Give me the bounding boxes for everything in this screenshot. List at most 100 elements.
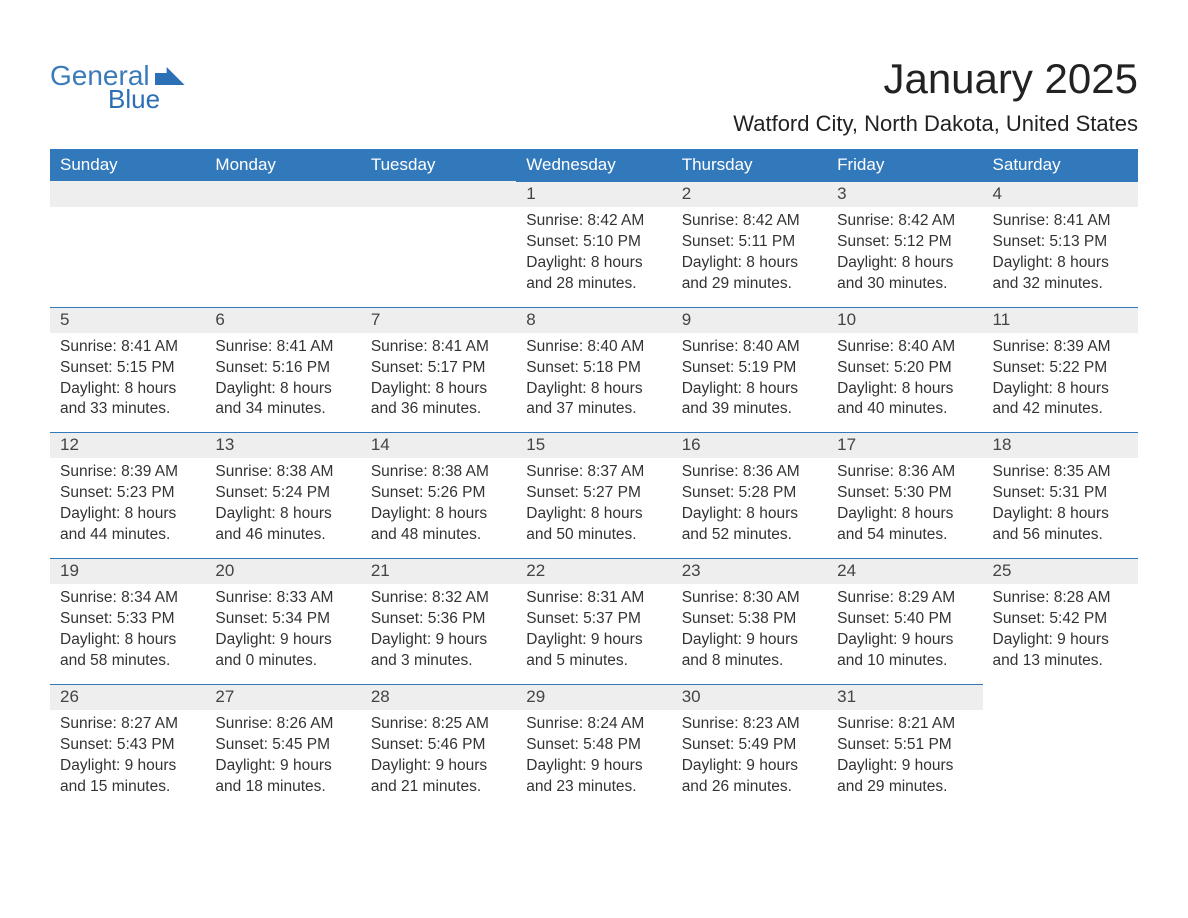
flag-icon bbox=[155, 65, 185, 85]
day-number: 6 bbox=[205, 307, 360, 333]
day-sunrise: Sunrise: 8:39 AM bbox=[60, 462, 195, 483]
day-details: Sunrise: 8:21 AMSunset: 5:51 PMDaylight:… bbox=[827, 710, 982, 798]
day-daylight1: Daylight: 8 hours bbox=[60, 630, 195, 651]
day-sunset: Sunset: 5:33 PM bbox=[60, 609, 195, 630]
day-daylight1: Daylight: 8 hours bbox=[526, 379, 661, 400]
day-daylight2: and 5 minutes. bbox=[526, 651, 661, 672]
day-daylight2: and 37 minutes. bbox=[526, 399, 661, 420]
week-row: 26Sunrise: 8:27 AMSunset: 5:43 PMDayligh… bbox=[50, 684, 1138, 810]
day-daylight2: and 3 minutes. bbox=[371, 651, 506, 672]
day-details: Sunrise: 8:33 AMSunset: 5:34 PMDaylight:… bbox=[205, 584, 360, 672]
day-sunrise: Sunrise: 8:41 AM bbox=[371, 337, 506, 358]
day-sunset: Sunset: 5:30 PM bbox=[837, 483, 972, 504]
location-subtitle: Watford City, North Dakota, United State… bbox=[733, 111, 1138, 137]
day-daylight2: and 46 minutes. bbox=[215, 525, 350, 546]
day-cell: 4Sunrise: 8:41 AMSunset: 5:13 PMDaylight… bbox=[983, 181, 1138, 307]
header-row: General Blue January 2025 Watford City, … bbox=[50, 30, 1138, 137]
day-cell: 31Sunrise: 8:21 AMSunset: 5:51 PMDayligh… bbox=[827, 684, 982, 810]
weekday-header: Wednesday bbox=[516, 149, 671, 181]
day-cell bbox=[50, 181, 205, 307]
day-details: Sunrise: 8:26 AMSunset: 5:45 PMDaylight:… bbox=[205, 710, 360, 798]
day-daylight2: and 54 minutes. bbox=[837, 525, 972, 546]
day-sunset: Sunset: 5:24 PM bbox=[215, 483, 350, 504]
day-sunset: Sunset: 5:49 PM bbox=[682, 735, 817, 756]
day-cell: 30Sunrise: 8:23 AMSunset: 5:49 PMDayligh… bbox=[672, 684, 827, 810]
day-daylight1: Daylight: 8 hours bbox=[682, 504, 817, 525]
day-number: 12 bbox=[50, 432, 205, 458]
day-daylight1: Daylight: 9 hours bbox=[837, 630, 972, 651]
day-details: Sunrise: 8:42 AMSunset: 5:12 PMDaylight:… bbox=[827, 207, 982, 295]
day-sunrise: Sunrise: 8:24 AM bbox=[526, 714, 661, 735]
day-cell: 24Sunrise: 8:29 AMSunset: 5:40 PMDayligh… bbox=[827, 558, 982, 684]
day-cell: 27Sunrise: 8:26 AMSunset: 5:45 PMDayligh… bbox=[205, 684, 360, 810]
day-daylight2: and 30 minutes. bbox=[837, 274, 972, 295]
day-sunrise: Sunrise: 8:23 AM bbox=[682, 714, 817, 735]
day-daylight1: Daylight: 9 hours bbox=[215, 756, 350, 777]
day-sunrise: Sunrise: 8:27 AM bbox=[60, 714, 195, 735]
day-details: Sunrise: 8:42 AMSunset: 5:11 PMDaylight:… bbox=[672, 207, 827, 295]
day-daylight2: and 58 minutes. bbox=[60, 651, 195, 672]
day-daylight2: and 40 minutes. bbox=[837, 399, 972, 420]
day-number: 2 bbox=[672, 181, 827, 207]
day-details: Sunrise: 8:40 AMSunset: 5:20 PMDaylight:… bbox=[827, 333, 982, 421]
day-sunset: Sunset: 5:37 PM bbox=[526, 609, 661, 630]
day-details: Sunrise: 8:31 AMSunset: 5:37 PMDaylight:… bbox=[516, 584, 671, 672]
day-daylight1: Daylight: 8 hours bbox=[682, 253, 817, 274]
day-sunset: Sunset: 5:10 PM bbox=[526, 232, 661, 253]
day-sunset: Sunset: 5:16 PM bbox=[215, 358, 350, 379]
day-daylight2: and 13 minutes. bbox=[993, 651, 1128, 672]
day-sunset: Sunset: 5:11 PM bbox=[682, 232, 817, 253]
day-sunset: Sunset: 5:26 PM bbox=[371, 483, 506, 504]
day-cell: 7Sunrise: 8:41 AMSunset: 5:17 PMDaylight… bbox=[361, 307, 516, 433]
day-cell: 6Sunrise: 8:41 AMSunset: 5:16 PMDaylight… bbox=[205, 307, 360, 433]
day-details: Sunrise: 8:34 AMSunset: 5:33 PMDaylight:… bbox=[50, 584, 205, 672]
day-number: 5 bbox=[50, 307, 205, 333]
brand-logo: General Blue bbox=[50, 60, 185, 115]
day-sunset: Sunset: 5:19 PM bbox=[682, 358, 817, 379]
day-cell: 1Sunrise: 8:42 AMSunset: 5:10 PMDaylight… bbox=[516, 181, 671, 307]
day-daylight1: Daylight: 8 hours bbox=[837, 504, 972, 525]
day-sunrise: Sunrise: 8:41 AM bbox=[60, 337, 195, 358]
weekday-header-row: SundayMondayTuesdayWednesdayThursdayFrid… bbox=[50, 149, 1138, 181]
day-details: Sunrise: 8:24 AMSunset: 5:48 PMDaylight:… bbox=[516, 710, 671, 798]
day-number: 21 bbox=[361, 558, 516, 584]
day-daylight1: Daylight: 8 hours bbox=[371, 379, 506, 400]
day-sunset: Sunset: 5:23 PM bbox=[60, 483, 195, 504]
day-number: 27 bbox=[205, 684, 360, 710]
day-daylight1: Daylight: 9 hours bbox=[371, 630, 506, 651]
day-number: 23 bbox=[672, 558, 827, 584]
day-cell: 17Sunrise: 8:36 AMSunset: 5:30 PMDayligh… bbox=[827, 432, 982, 558]
day-daylight2: and 42 minutes. bbox=[993, 399, 1128, 420]
day-number: 3 bbox=[827, 181, 982, 207]
day-cell: 23Sunrise: 8:30 AMSunset: 5:38 PMDayligh… bbox=[672, 558, 827, 684]
day-sunset: Sunset: 5:43 PM bbox=[60, 735, 195, 756]
day-details: Sunrise: 8:38 AMSunset: 5:24 PMDaylight:… bbox=[205, 458, 360, 546]
day-number: 10 bbox=[827, 307, 982, 333]
day-cell: 22Sunrise: 8:31 AMSunset: 5:37 PMDayligh… bbox=[516, 558, 671, 684]
day-daylight2: and 28 minutes. bbox=[526, 274, 661, 295]
day-daylight2: and 36 minutes. bbox=[371, 399, 506, 420]
calendar: SundayMondayTuesdayWednesdayThursdayFrid… bbox=[50, 149, 1138, 809]
day-number: 1 bbox=[516, 181, 671, 207]
day-sunset: Sunset: 5:18 PM bbox=[526, 358, 661, 379]
day-details: Sunrise: 8:38 AMSunset: 5:26 PMDaylight:… bbox=[361, 458, 516, 546]
day-sunrise: Sunrise: 8:37 AM bbox=[526, 462, 661, 483]
day-daylight1: Daylight: 9 hours bbox=[682, 630, 817, 651]
day-details: Sunrise: 8:40 AMSunset: 5:19 PMDaylight:… bbox=[672, 333, 827, 421]
day-daylight2: and 33 minutes. bbox=[60, 399, 195, 420]
day-sunset: Sunset: 5:51 PM bbox=[837, 735, 972, 756]
day-sunrise: Sunrise: 8:30 AM bbox=[682, 588, 817, 609]
day-cell: 16Sunrise: 8:36 AMSunset: 5:28 PMDayligh… bbox=[672, 432, 827, 558]
day-cell bbox=[205, 181, 360, 307]
empty-day-bar bbox=[50, 181, 205, 207]
day-cell: 8Sunrise: 8:40 AMSunset: 5:18 PMDaylight… bbox=[516, 307, 671, 433]
day-daylight1: Daylight: 9 hours bbox=[682, 756, 817, 777]
day-cell bbox=[361, 181, 516, 307]
day-daylight1: Daylight: 8 hours bbox=[526, 253, 661, 274]
day-cell: 25Sunrise: 8:28 AMSunset: 5:42 PMDayligh… bbox=[983, 558, 1138, 684]
day-sunrise: Sunrise: 8:41 AM bbox=[215, 337, 350, 358]
day-daylight1: Daylight: 8 hours bbox=[215, 504, 350, 525]
day-details: Sunrise: 8:41 AMSunset: 5:15 PMDaylight:… bbox=[50, 333, 205, 421]
day-sunrise: Sunrise: 8:36 AM bbox=[682, 462, 817, 483]
day-cell: 18Sunrise: 8:35 AMSunset: 5:31 PMDayligh… bbox=[983, 432, 1138, 558]
